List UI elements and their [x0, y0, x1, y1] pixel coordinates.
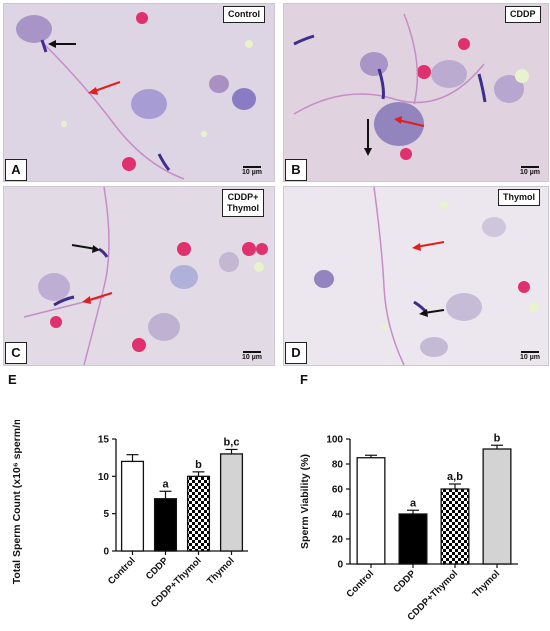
y-tick-label: 0: [103, 547, 109, 558]
x-tick-label: CDDP: [144, 555, 171, 582]
bar: [440, 488, 470, 565]
y-tick-label: 80: [332, 460, 344, 471]
y-tick-label: 100: [326, 435, 343, 446]
panel-c-label: C: [5, 342, 27, 364]
panel-d-tag: Thymol: [498, 189, 541, 206]
x-tick-label: Control: [106, 555, 138, 587]
figure-label-e: E: [8, 372, 17, 387]
bar: [219, 453, 244, 552]
y-axis-label: Total Sperm Count (x10⁶ sperm/mL): [11, 420, 23, 584]
micrograph-d-image: [284, 187, 548, 365]
chart-total-sperm-count: 0 5 10 15 Total Sperm Count (x10⁶ sperm/mL) C…: [11, 420, 248, 610]
micrograph-panel-d: [283, 186, 549, 366]
significance-label: a: [410, 497, 417, 509]
panel-c-scale: 10 µm: [242, 351, 262, 361]
panel-c-tag: CDDP+ Thymol: [222, 189, 265, 217]
x-tick-label: Thymol: [470, 568, 502, 600]
panel-a-scale-text: 10 µm: [242, 169, 262, 176]
y-tick-label: 60: [332, 485, 344, 496]
panel-b-tag: CDDP: [505, 6, 541, 23]
chart-sperm-viability: 0 20 40 60 80 100 Sperm Viability (%) Control a C…: [299, 432, 518, 623]
y-tick-label: 40: [332, 510, 344, 521]
panel-c-scale-text: 10 µm: [242, 354, 262, 361]
y-axis-label: Sperm Viability (%): [299, 454, 311, 549]
panel-a-scale: 10 µm: [242, 166, 262, 176]
y-tick-label: 10: [98, 472, 110, 483]
figure-label-f: F: [300, 372, 308, 387]
panel-d-scale-text: 10 µm: [520, 354, 540, 361]
panel-d-scale: 10 µm: [520, 351, 540, 361]
panel-b-scale: 10 µm: [520, 166, 540, 176]
y-tick-label: 0: [337, 560, 343, 571]
x-tick-label: Control: [344, 568, 376, 600]
y-tick-label: 20: [332, 535, 344, 546]
significance-label: b: [195, 459, 202, 471]
x-tick-label: Thymol: [205, 555, 237, 587]
micrograph-panel-b: [283, 3, 549, 182]
x-tick-label: CDDP: [391, 568, 418, 595]
panel-a-tag: Control: [223, 6, 265, 23]
y-tick-label: 5: [103, 509, 109, 520]
bar: [356, 457, 386, 565]
y-tick-label: 15: [98, 435, 110, 446]
bar: [120, 460, 145, 552]
micrograph-panel-a: [3, 3, 275, 182]
panel-b-label: B: [285, 159, 307, 181]
panel-b-scale-text: 10 µm: [520, 169, 540, 176]
bar: [153, 498, 178, 552]
significance-label: b: [494, 432, 501, 444]
bar: [482, 448, 512, 565]
panel-a-label: A: [5, 159, 27, 181]
panel-d-label: D: [285, 342, 307, 364]
micrograph-b-image: [284, 4, 548, 181]
micrograph-a-image: [4, 4, 274, 181]
bar: [398, 513, 428, 565]
significance-label: a,b: [447, 471, 463, 483]
significance-label: a: [162, 478, 169, 490]
significance-label: b,c: [224, 436, 240, 448]
bar: [186, 475, 211, 552]
